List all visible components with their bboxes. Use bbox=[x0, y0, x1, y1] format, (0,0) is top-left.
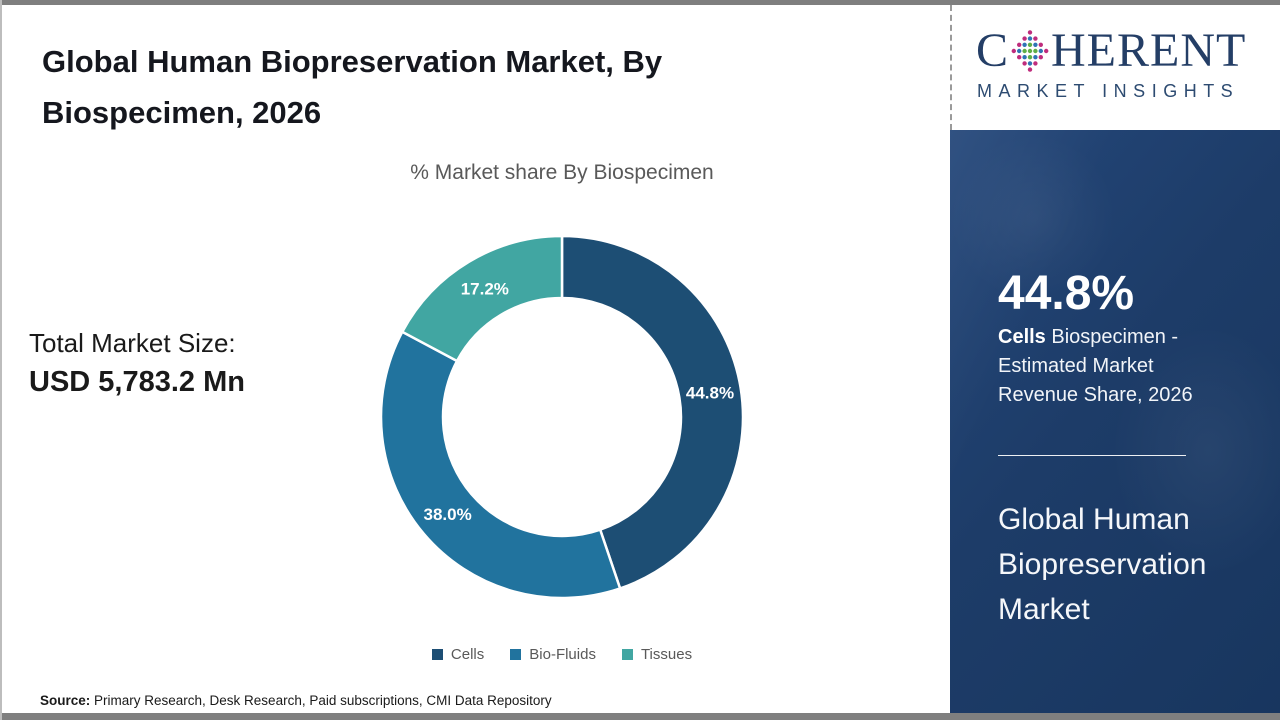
logo-globe-dot bbox=[1022, 48, 1027, 53]
legend-swatch-tissues bbox=[621, 649, 633, 660]
world-map-overlay bbox=[950, 130, 1280, 713]
logo-globe-dot bbox=[1038, 48, 1044, 53]
logo-globe-dot bbox=[1017, 48, 1022, 53]
company-logo: C HERENT MARKET INSIGHTS bbox=[950, 5, 1280, 130]
logo-globe-dot bbox=[1027, 48, 1033, 53]
logo-globe-dot bbox=[1033, 54, 1038, 59]
donut-chart-svg: 44.8% 38.0% 17.2% bbox=[379, 234, 745, 600]
legend-item-tissues: Tissues bbox=[621, 646, 693, 663]
source-prefix: Source: bbox=[40, 693, 91, 708]
logo-globe-dot bbox=[1022, 35, 1027, 41]
source-line: Source: Primary Research, Desk Research,… bbox=[40, 693, 552, 708]
donut-label-bio-fluids: 38.0% bbox=[423, 505, 471, 524]
logo-globe-icon bbox=[1011, 29, 1049, 72]
legend-label-cells: Cells bbox=[450, 646, 485, 663]
logo-word-rest: HERENT bbox=[1051, 24, 1247, 77]
logo-letter-c: C bbox=[976, 24, 1010, 77]
donut-label-tissues: 17.2% bbox=[461, 279, 509, 298]
legend-swatch-cells bbox=[431, 649, 443, 660]
panel-stat-category: Cells bbox=[998, 326, 1046, 348]
logo-globe-dot bbox=[1033, 60, 1038, 66]
total-market-size: Total Market Size: USD 5,783.2 Mn bbox=[29, 324, 245, 402]
logo-globe-dot bbox=[1033, 42, 1038, 47]
logo-globe-dot bbox=[1022, 60, 1027, 66]
logo-globe-dot bbox=[1017, 54, 1022, 59]
logo-globe-dot bbox=[1027, 66, 1033, 72]
top-divider-bar bbox=[2, 0, 1280, 5]
chart-title: % Market share By Biospecimen bbox=[410, 161, 714, 184]
donut-segment-tissues bbox=[400, 234, 564, 363]
logo-globe-dot bbox=[1027, 29, 1033, 35]
panel-market-name: Global Human Biopreservation Market bbox=[998, 503, 1207, 626]
source-text: Primary Research, Desk Research, Paid su… bbox=[90, 693, 552, 708]
logo-globe-dot bbox=[1017, 42, 1022, 47]
chart-legend: Cells Bio-Fluids Tissues bbox=[262, 646, 862, 663]
logo-wordmark: C HERENT bbox=[976, 23, 1246, 78]
panel-stat-value: 44.8% bbox=[998, 267, 1135, 320]
page-title-line-1: Global Human Biopreservation Market, By bbox=[42, 44, 663, 79]
donut-chart: 44.8% 38.0% 17.2% bbox=[377, 232, 747, 602]
logo-globe-dot bbox=[1038, 54, 1044, 59]
logo-globe-dot bbox=[1011, 48, 1017, 53]
logo-globe-dot bbox=[1027, 42, 1033, 47]
panel-stat-desc-rest: Biospecimen - Estimated Market Revenue S… bbox=[998, 326, 1193, 406]
legend-item-cells: Cells bbox=[431, 646, 485, 663]
total-market-size-label: Total Market Size: bbox=[29, 328, 236, 358]
legend-label-bio-fluids: Bio-Fluids bbox=[529, 646, 596, 663]
logo-globe-dot bbox=[1033, 48, 1038, 53]
legend-item-bio-fluids: Bio-Fluids bbox=[510, 646, 596, 663]
donut-segment-bio-fluids bbox=[379, 330, 622, 600]
legend-swatch-bio-fluids bbox=[510, 649, 522, 660]
total-market-size-value: USD 5,783.2 Mn bbox=[29, 366, 245, 398]
logo-globe-dot bbox=[1033, 35, 1038, 41]
page-title: Global Human Biopreservation Market, By … bbox=[42, 36, 912, 138]
donut-label-cells: 44.8% bbox=[686, 384, 734, 403]
logo-globe-dot bbox=[1027, 35, 1033, 41]
side-panel: 44.8% Cells Biospecimen - Estimated Mark… bbox=[950, 130, 1280, 713]
legend-label-tissues: Tissues bbox=[640, 646, 693, 663]
donut-segment-cells bbox=[560, 234, 745, 591]
logo-globe-dot bbox=[1038, 42, 1044, 47]
logo-globe-dot bbox=[1022, 42, 1027, 47]
page-title-line-2: Biospecimen, 2026 bbox=[42, 95, 322, 130]
logo-globe-dot bbox=[1027, 60, 1033, 66]
panel-stat-description: Cells Biospecimen - Estimated Market Rev… bbox=[998, 323, 1216, 410]
logo-globe-dot bbox=[1044, 48, 1049, 53]
logo-globe-dot bbox=[1027, 54, 1033, 59]
bottom-divider-bar bbox=[2, 713, 1280, 720]
panel-divider bbox=[998, 455, 1186, 456]
logo-globe-dot bbox=[1022, 54, 1027, 59]
logo-subtitle: MARKET INSIGHTS bbox=[977, 81, 1240, 101]
